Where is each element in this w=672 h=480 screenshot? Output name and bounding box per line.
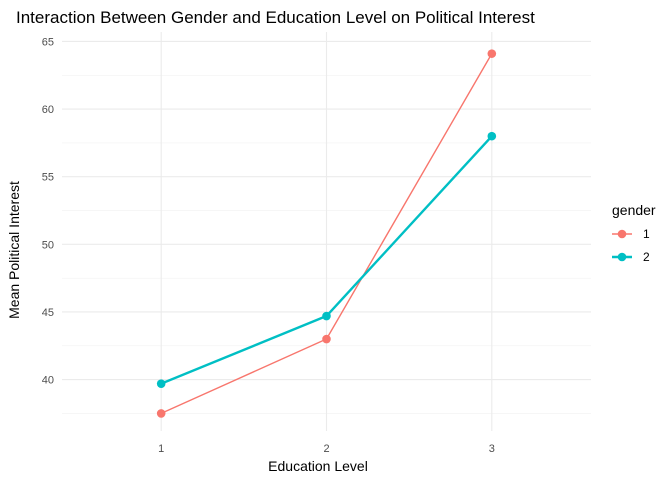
y-axis-title: Mean Political Interest <box>6 181 22 319</box>
legend-key-point <box>617 252 627 262</box>
legend-label: 2 <box>643 250 650 264</box>
x-axis-title: Education Level <box>268 458 368 474</box>
legend-label: 1 <box>643 227 650 241</box>
series-points <box>156 49 497 418</box>
series-2-point <box>487 131 497 141</box>
major-gridlines <box>62 32 591 431</box>
legend-items: 12 <box>612 227 650 264</box>
x-tick-label: 1 <box>158 443 164 455</box>
y-tick-label: 50 <box>42 239 54 251</box>
y-tick-label: 60 <box>42 104 54 116</box>
x-tick-label: 2 <box>323 443 329 455</box>
x-tick-labels: 1 2 3 <box>158 443 495 455</box>
chart-title: Interaction Between Gender and Education… <box>16 8 535 27</box>
legend-title: gender <box>612 202 656 218</box>
legend: gender 12 <box>612 202 656 264</box>
y-tick-labels: 40 45 50 55 60 65 <box>42 36 54 386</box>
series-1-point <box>487 49 497 58</box>
series-2-point <box>156 379 166 388</box>
y-tick-label: 55 <box>42 172 54 184</box>
x-tick-label: 3 <box>489 443 495 455</box>
legend-key-point <box>617 229 627 239</box>
series-2-point <box>322 311 331 321</box>
series-1-point <box>156 409 166 418</box>
series-1-point <box>322 334 331 344</box>
y-tick-label: 65 <box>42 36 54 48</box>
y-tick-label: 40 <box>42 375 54 387</box>
y-tick-label: 45 <box>42 307 54 319</box>
